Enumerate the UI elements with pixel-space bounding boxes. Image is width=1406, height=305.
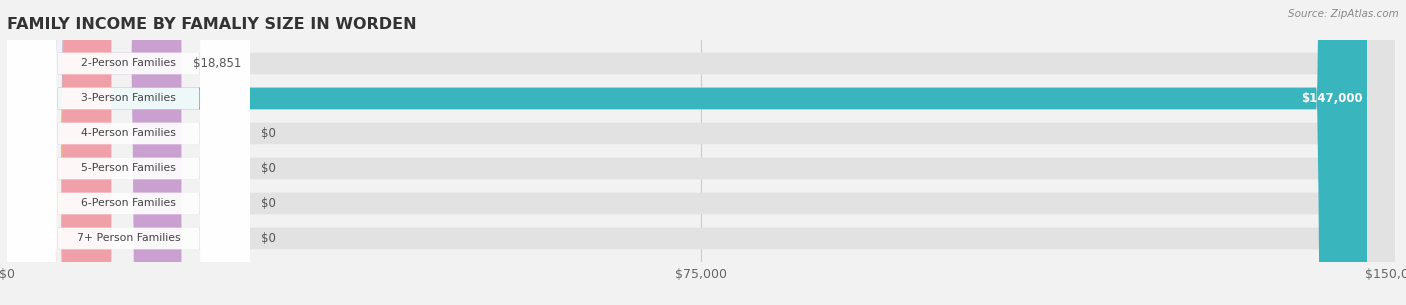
FancyBboxPatch shape <box>7 0 1367 305</box>
FancyBboxPatch shape <box>7 0 250 305</box>
FancyBboxPatch shape <box>7 0 181 305</box>
Text: $0: $0 <box>262 197 276 210</box>
FancyBboxPatch shape <box>7 0 250 305</box>
Text: 7+ Person Families: 7+ Person Families <box>77 234 180 243</box>
Text: FAMILY INCOME BY FAMALIY SIZE IN WORDEN: FAMILY INCOME BY FAMALIY SIZE IN WORDEN <box>7 16 416 31</box>
Text: Source: ZipAtlas.com: Source: ZipAtlas.com <box>1288 9 1399 19</box>
Text: 4-Person Families: 4-Person Families <box>82 128 176 138</box>
Text: 6-Person Families: 6-Person Families <box>82 199 176 209</box>
Text: 5-Person Families: 5-Person Families <box>82 163 176 174</box>
FancyBboxPatch shape <box>7 0 250 305</box>
Text: 3-Person Families: 3-Person Families <box>82 93 176 103</box>
Text: $0: $0 <box>262 162 276 175</box>
FancyBboxPatch shape <box>7 0 250 305</box>
FancyBboxPatch shape <box>7 0 1395 305</box>
FancyBboxPatch shape <box>7 0 111 305</box>
Text: $147,000: $147,000 <box>1301 92 1362 105</box>
Text: $0: $0 <box>262 127 276 140</box>
Text: $18,851: $18,851 <box>193 57 240 70</box>
FancyBboxPatch shape <box>7 0 1395 305</box>
FancyBboxPatch shape <box>7 0 111 305</box>
FancyBboxPatch shape <box>7 0 250 305</box>
Text: 2-Person Families: 2-Person Families <box>82 59 176 68</box>
FancyBboxPatch shape <box>7 0 111 305</box>
FancyBboxPatch shape <box>7 0 1395 305</box>
Text: $0: $0 <box>262 232 276 245</box>
FancyBboxPatch shape <box>7 0 1395 305</box>
FancyBboxPatch shape <box>7 0 111 305</box>
FancyBboxPatch shape <box>7 0 1395 305</box>
FancyBboxPatch shape <box>7 0 250 305</box>
FancyBboxPatch shape <box>7 0 1395 305</box>
